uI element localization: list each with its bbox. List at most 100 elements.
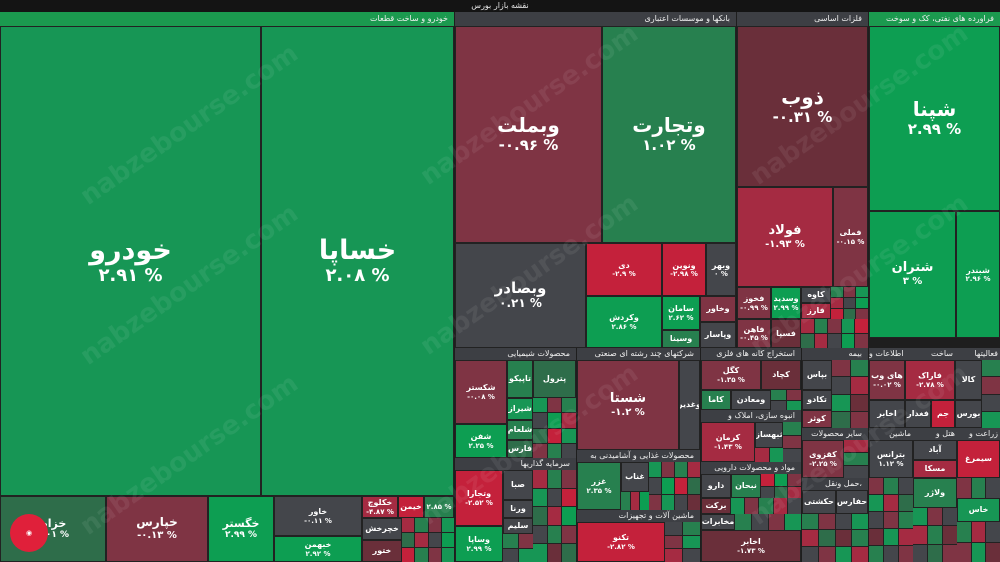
tile-khkaloch[interactable]: خکلوچ -۴.۸۷ %	[362, 496, 398, 518]
tile-shekastar[interactable]: شکستر -۰.۰۸ %	[455, 360, 507, 424]
tile-khtoor[interactable]: ختور	[362, 540, 402, 562]
tile-pct: -۰.۱۱ %	[304, 516, 332, 525]
tile-pct: -۰.۰۸ %	[467, 392, 495, 401]
tile-vtejarat[interactable]: وتجارت ۱.۰۲ %	[602, 26, 736, 243]
tile-janh[interactable]: جم	[931, 400, 955, 428]
tile-vbahman[interactable]: نبحان	[731, 474, 761, 498]
tile-vsaman[interactable]: سامان ۲.۶۲ %	[662, 296, 700, 330]
tile-kama[interactable]: کاما	[701, 390, 731, 410]
tile-shepna[interactable]: شپنا ۲.۹۹ %	[869, 26, 1000, 211]
sector-title: حمل ونقل،	[802, 478, 868, 490]
tile-kghazvi[interactable]: کقزوی -۲.۲۵ %	[802, 440, 844, 478]
tile-name: وسینا	[669, 334, 693, 344]
tile-khchrkh[interactable]: خچرخش	[362, 518, 402, 540]
tile-fkhooz[interactable]: فخوز -۰.۹۹ %	[737, 287, 771, 319]
tile-kchad[interactable]: کچاد	[761, 360, 801, 390]
tile-shiraz[interactable]: شیراز	[507, 398, 533, 420]
tile-vkhas[interactable]: خاس	[957, 498, 1000, 522]
tile-dakhir[interactable]: اخابر -۱.۷۳ %	[701, 530, 801, 562]
tile-ftazar[interactable]: فغدار	[905, 400, 931, 428]
tile-vbala[interactable]: کالا	[955, 360, 982, 400]
tile-harfarabi[interactable]: فاهن -۰.۴۵ %	[737, 319, 771, 348]
tile-thehas[interactable]: ثبهساز	[755, 422, 783, 448]
tile-kave[interactable]: کاوه	[801, 287, 831, 303]
tile-gharz[interactable]: غزر ۲.۳۵ %	[577, 462, 621, 510]
tile-vkhavar[interactable]: وخاور	[700, 296, 736, 322]
tile-name: وغدیر	[679, 400, 700, 410]
tile-vbharsi[interactable]: ورنا	[503, 500, 533, 518]
tile-bkam[interactable]: تکادو	[802, 390, 832, 410]
tile-vnovin[interactable]: ونوین -۲.۹۸ %	[662, 243, 706, 296]
mosaic-insurance-small	[832, 360, 868, 428]
tile-name: شستا	[609, 390, 647, 406]
tile-pct: -۰.۱۳ %	[137, 530, 177, 542]
mosaic-metals-small	[801, 319, 868, 348]
tile-shoum[interactable]: شلعام	[507, 420, 533, 440]
tile-pct: -۱.۴۳ %	[714, 442, 742, 451]
tile-fars[interactable]: فارس	[507, 440, 533, 458]
tile-gharak[interactable]: فاراک -۲.۷۸ %	[905, 360, 955, 400]
tile-name: خکلوچ	[367, 498, 393, 508]
tile-name: آباد	[928, 445, 942, 455]
tile-mkhaberat[interactable]: مخابرات	[701, 514, 735, 530]
tile-vghadir[interactable]: وغدیر	[679, 360, 700, 450]
tile-vlaser[interactable]: ولاژر	[913, 478, 957, 508]
tile-hashti[interactable]: حکشتی	[802, 490, 836, 514]
tile-khsapa[interactable]: خساپا ۲.۰۸ %	[261, 26, 454, 496]
tile-vpasar[interactable]: وپاسار	[700, 322, 736, 348]
tile-khodro[interactable]: خودرو ۲.۹۱ %	[0, 26, 261, 496]
tile-shafan[interactable]: شفن ۲.۲۵ %	[455, 424, 507, 458]
sector-title: بیمه	[802, 348, 868, 360]
tile-hvb[interactable]: های وب -۰.۰۲ %	[869, 360, 905, 400]
tile-kraman[interactable]: کرمان -۱.۴۳ %	[701, 422, 755, 462]
tile-khpars[interactable]: خپارس -۰.۱۳ %	[106, 496, 208, 562]
tile-vmehr[interactable]: وبهر ۰ %	[706, 243, 736, 296]
tile-fsepa[interactable]: فسپا	[771, 319, 801, 348]
tile-vtejara[interactable]: وتجارا -۲.۵۲ %	[455, 470, 503, 526]
tile-ghnab[interactable]: غناب	[621, 462, 649, 492]
tile-vbsader[interactable]: وبصادر ۰.۲۱ %	[455, 243, 586, 348]
tile-shasta[interactable]: شستا -۱.۲ %	[577, 360, 679, 450]
tile-dey[interactable]: دی -۲.۹ %	[586, 243, 662, 296]
sector-agri: زراعت و	[957, 428, 1000, 478]
tile-khim[interactable]: خیمن	[398, 496, 424, 518]
tile-maskan[interactable]: مسکا	[913, 460, 957, 478]
tile-name: شکستر	[466, 383, 496, 393]
tile-vsadid[interactable]: وسدید ۲.۹۹ %	[771, 287, 801, 319]
tile-vmaadan[interactable]: ومعادن	[731, 390, 771, 410]
tile-kowsar[interactable]: کوثر	[802, 410, 832, 428]
tile-mkhaterat[interactable]: برکت	[701, 498, 731, 514]
tile-foolad[interactable]: فولاد -۱.۹۳ %	[737, 187, 833, 287]
tile-bekami[interactable]: بپاس	[802, 360, 832, 390]
tile-mebad[interactable]: آباد	[913, 440, 957, 460]
tile-vkardesh[interactable]: وکردش ۲.۸۶ %	[586, 296, 662, 348]
tile-vsina[interactable]: وسینا	[662, 330, 700, 348]
tile-khafkar[interactable]: اخابر	[869, 400, 905, 428]
tile-petrol[interactable]: پترول	[533, 360, 576, 398]
tile-taipiko[interactable]: تاپیکو	[507, 360, 533, 398]
tile-khavar[interactable]: خاور -۰.۱۱ %	[274, 496, 362, 536]
tile-shbandar[interactable]: شبندر ۲.۹۶ %	[956, 211, 1000, 338]
tile-shetran[interactable]: شتران ۳ %	[869, 211, 956, 338]
tile-name: فاراک	[918, 371, 942, 381]
tile-btransp[interactable]: بترانس ۱.۱۲ %	[869, 440, 913, 478]
tile-fameli[interactable]: فملی -۰.۱۵ %	[833, 187, 868, 287]
tile-sighrgh[interactable]: سیمرغ	[957, 440, 1000, 478]
tile-saliran[interactable]: سلیم	[503, 518, 533, 534]
tile-faraz[interactable]: فارز	[801, 303, 831, 319]
tile-vsapa[interactable]: وساپا ۲.۹۹ %	[455, 526, 503, 562]
tile-darou[interactable]: دارو	[701, 474, 731, 498]
tile-zob[interactable]: ذوب -۰.۳۱ %	[737, 26, 868, 187]
tile-vboors[interactable]: بورس	[955, 400, 982, 428]
tile-hfars[interactable]: حفارس	[836, 490, 868, 514]
tile-sabaa[interactable]: صبا	[503, 470, 533, 500]
tile-vbmellat[interactable]: وبملت -۰.۹۶ %	[455, 26, 602, 243]
sector-hotel: هتل و	[913, 428, 957, 478]
tile-khzamia[interactable]: ۲.۸۵ %	[424, 496, 454, 518]
tile-kgol[interactable]: کگل -۱.۳۵ %	[701, 360, 761, 390]
tile-khbahman[interactable]: خبهمن ۲.۹۲ %	[274, 536, 362, 562]
tile-pct: -۱.۲ %	[611, 406, 645, 418]
tile-tkanko[interactable]: تکنو -۲.۸۲ %	[577, 522, 665, 562]
tile-khgostar[interactable]: خگستر ۲.۹۹ %	[208, 496, 274, 562]
tile-name: خپارس	[136, 515, 178, 530]
